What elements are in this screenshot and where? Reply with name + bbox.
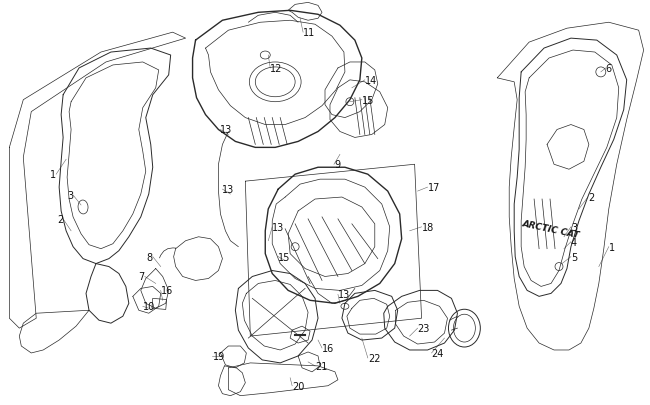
Text: 13: 13 xyxy=(272,222,285,232)
Text: 8: 8 xyxy=(147,252,153,262)
Text: 3: 3 xyxy=(571,222,577,232)
Text: 24: 24 xyxy=(432,348,444,358)
Text: 5: 5 xyxy=(571,252,577,262)
Text: 17: 17 xyxy=(428,183,440,193)
Bar xyxy=(152,298,166,310)
Text: 2: 2 xyxy=(57,214,63,224)
Text: 16: 16 xyxy=(161,286,173,296)
Text: 16: 16 xyxy=(322,343,334,353)
Text: 11: 11 xyxy=(303,28,315,38)
Text: 23: 23 xyxy=(417,323,430,333)
Text: 3: 3 xyxy=(67,191,73,200)
Text: 9: 9 xyxy=(334,160,340,170)
Text: 12: 12 xyxy=(270,64,283,74)
Text: 15: 15 xyxy=(278,252,291,262)
Text: 15: 15 xyxy=(362,96,374,105)
Text: 13: 13 xyxy=(338,290,350,300)
Text: 20: 20 xyxy=(292,381,304,391)
Text: 1: 1 xyxy=(609,242,615,252)
Text: 10: 10 xyxy=(143,302,155,311)
Text: 18: 18 xyxy=(422,222,434,232)
Text: 13: 13 xyxy=(222,185,235,195)
Text: 6: 6 xyxy=(606,64,612,74)
Text: 1: 1 xyxy=(50,170,56,180)
Text: 22: 22 xyxy=(368,353,380,363)
Text: 21: 21 xyxy=(315,361,328,371)
Text: 4: 4 xyxy=(571,237,577,247)
Text: 19: 19 xyxy=(213,351,225,361)
Text: ARCTIC CAT: ARCTIC CAT xyxy=(521,219,580,240)
Text: 7: 7 xyxy=(138,272,145,282)
Text: 14: 14 xyxy=(365,76,377,85)
Text: 13: 13 xyxy=(220,125,233,135)
Text: 2: 2 xyxy=(588,192,594,202)
